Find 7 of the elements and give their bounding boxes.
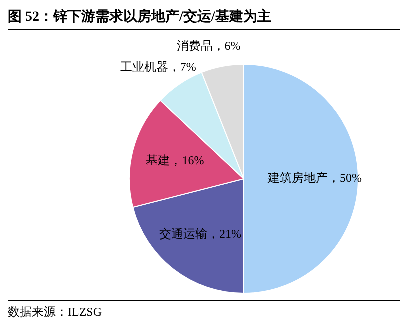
slice-label: 交通运输，21% bbox=[159, 227, 242, 242]
slice-label: 工业机器，7% bbox=[120, 60, 196, 74]
slice-label: 建筑房地产，50% bbox=[266, 171, 362, 186]
slice-label: 基建，16% bbox=[146, 154, 204, 168]
chart-title: 图 52：锌下游需求以房地产/交运/基建为主 bbox=[8, 8, 400, 30]
source-note: 数据来源：ILZSG bbox=[8, 305, 102, 319]
slice-label: 消费品，6% bbox=[176, 39, 241, 54]
